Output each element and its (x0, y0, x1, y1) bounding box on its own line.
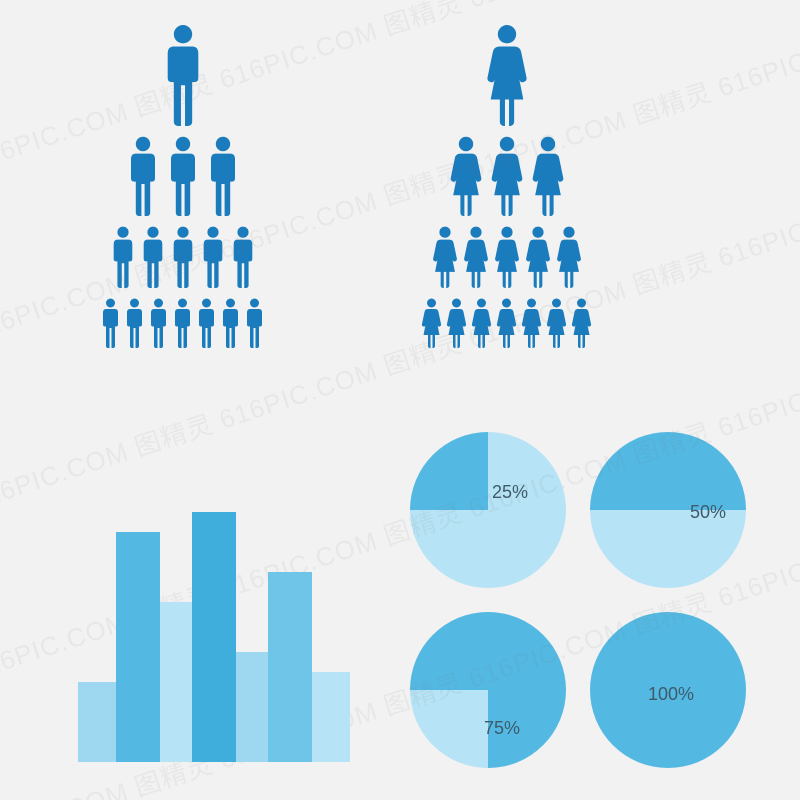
female-pyramid (420, 24, 593, 348)
male-person-icon (206, 136, 240, 216)
male-icon (206, 136, 240, 216)
male-person-icon (166, 136, 200, 216)
male-icon (196, 298, 217, 348)
female-icon (484, 24, 530, 126)
male-person-icon (124, 298, 145, 348)
female-icon (489, 136, 525, 216)
male-icon (124, 298, 145, 348)
male-icon (172, 298, 193, 348)
male-icon (200, 226, 226, 288)
male-icon (140, 226, 166, 288)
male-icon (100, 298, 121, 348)
male-person-icon (200, 226, 226, 288)
female-icon (524, 226, 552, 288)
male-icon (110, 226, 136, 288)
female-icon (420, 298, 443, 348)
female-person-icon (524, 226, 552, 288)
male-person-icon (100, 298, 121, 348)
female-pyramid-row (420, 298, 593, 348)
bar (116, 532, 160, 762)
female-pyramid-row (484, 24, 530, 126)
male-person-icon (126, 136, 160, 216)
female-person-icon (484, 24, 530, 126)
female-icon (545, 298, 568, 348)
female-person-icon (431, 226, 459, 288)
bar (306, 672, 350, 762)
male-person-icon (220, 298, 241, 348)
female-icon (431, 226, 459, 288)
female-icon (462, 226, 490, 288)
male-pyramid-row (110, 226, 256, 288)
female-person-icon (570, 298, 593, 348)
female-person-icon (493, 226, 521, 288)
male-icon (244, 298, 265, 348)
male-person-icon (230, 226, 256, 288)
male-icon (170, 226, 196, 288)
female-icon (470, 298, 493, 348)
female-icon (445, 298, 468, 348)
female-pyramid-row (448, 136, 566, 216)
female-icon (493, 226, 521, 288)
male-icon (126, 136, 160, 216)
female-person-icon (445, 298, 468, 348)
male-person-icon (161, 24, 205, 126)
male-pyramid-row (100, 298, 265, 348)
female-person-icon (520, 298, 543, 348)
male-pyramid-row (161, 24, 205, 126)
female-person-icon (545, 298, 568, 348)
male-pyramid (100, 24, 265, 348)
male-icon (161, 24, 205, 126)
male-icon (148, 298, 169, 348)
female-person-icon (489, 136, 525, 216)
female-person-icon (420, 298, 443, 348)
pie-chart-25 (410, 432, 566, 588)
female-icon (520, 298, 543, 348)
male-person-icon (148, 298, 169, 348)
female-icon (530, 136, 566, 216)
male-pyramid-row (126, 136, 240, 216)
bar-chart (78, 512, 350, 762)
pie-label: 25% (492, 482, 528, 503)
female-person-icon (530, 136, 566, 216)
male-person-icon (110, 226, 136, 288)
female-person-icon (555, 226, 583, 288)
male-icon (230, 226, 256, 288)
male-person-icon (196, 298, 217, 348)
pie-label: 75% (484, 718, 520, 739)
female-icon (555, 226, 583, 288)
pie-label: 50% (690, 502, 726, 523)
male-icon (166, 136, 200, 216)
female-icon (570, 298, 593, 348)
female-icon (495, 298, 518, 348)
male-person-icon (172, 298, 193, 348)
male-icon (220, 298, 241, 348)
male-person-icon (244, 298, 265, 348)
female-pyramid-row (431, 226, 583, 288)
female-person-icon (470, 298, 493, 348)
male-person-icon (170, 226, 196, 288)
pie-label: 100% (648, 684, 694, 705)
female-person-icon (495, 298, 518, 348)
female-person-icon (448, 136, 484, 216)
infographic-canvas: 25%50%75%100% 图精灵 616PIC.COM 图精灵 616PIC.… (0, 0, 800, 800)
male-person-icon (140, 226, 166, 288)
bar (192, 512, 236, 762)
female-person-icon (462, 226, 490, 288)
bar (268, 572, 312, 762)
pie-chart-75 (410, 612, 566, 768)
female-icon (448, 136, 484, 216)
